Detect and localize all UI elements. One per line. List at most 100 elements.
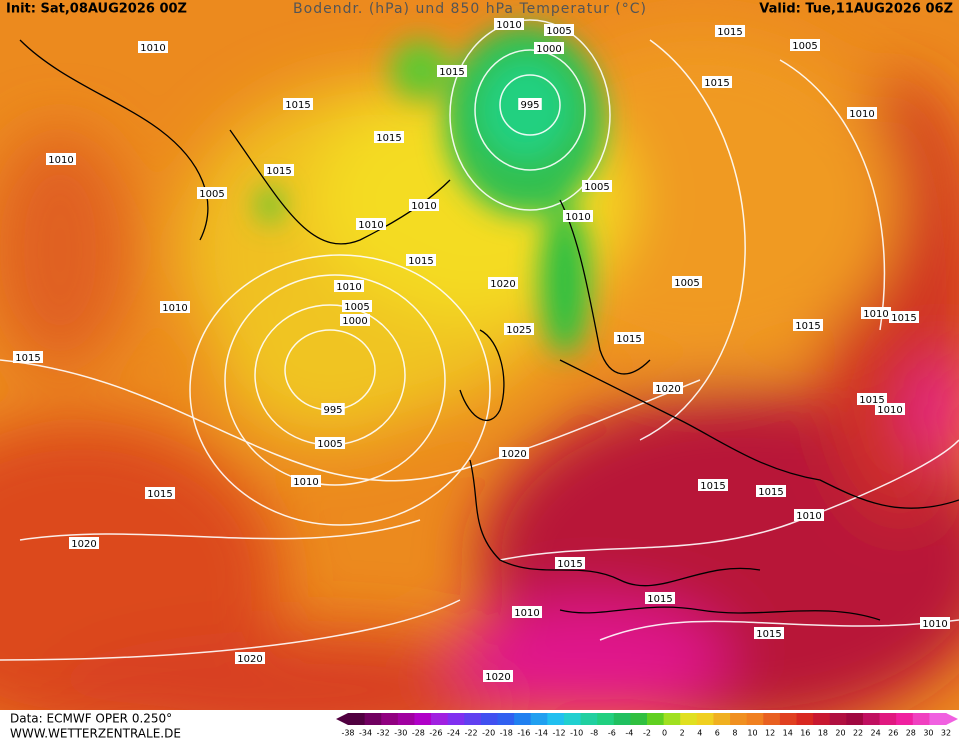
isobar-label: 1015 <box>717 27 742 38</box>
isobar-label: 1005 <box>546 26 571 37</box>
isobar-label-box <box>145 487 175 499</box>
isobar-label: 1015 <box>285 100 310 111</box>
isobar-label-box <box>488 277 518 289</box>
colorbar-label: 10 <box>747 729 757 738</box>
colorbar-label: 16 <box>800 729 810 738</box>
colorbar-swatch <box>381 713 399 725</box>
isobar-label-box <box>291 475 321 487</box>
colorbar-label: 6 <box>715 729 720 738</box>
isobar-label: 1010 <box>358 220 383 231</box>
isobar-label: 995 <box>520 100 539 111</box>
colorbar-swatch <box>929 713 947 725</box>
colorbar-swatch <box>696 713 714 725</box>
isobar-label: 1020 <box>655 384 680 395</box>
isobar-label-box <box>356 218 386 230</box>
isobar-label-box <box>756 485 786 497</box>
colorbar-label: 4 <box>697 729 702 738</box>
isobar-label-box <box>264 164 294 176</box>
isobar-label-box <box>138 41 168 53</box>
colorbar-label: -18 <box>500 729 513 738</box>
colorbar-swatch <box>348 713 366 725</box>
colorbar-label: 20 <box>835 729 845 738</box>
isobar-label-box <box>340 314 370 326</box>
isobar-label-box <box>847 107 877 119</box>
isobar-label: 1010 <box>863 309 888 320</box>
isobar-label: 1015 <box>376 133 401 144</box>
isobar-label-box <box>518 98 542 110</box>
colorbar-swatch <box>431 713 449 725</box>
colorbar-label: 26 <box>888 729 898 738</box>
colorbar-arrow-low <box>336 713 348 725</box>
isobar-label: 1015 <box>700 481 725 492</box>
colorbar-swatch <box>813 713 831 725</box>
colorbar-swatch <box>713 713 731 725</box>
website: WWW.WETTERZENTRALE.DE <box>10 727 181 741</box>
isobar-label-box <box>504 323 534 335</box>
isobar-label-box <box>406 254 436 266</box>
colorbar-label: -2 <box>643 729 651 738</box>
isobar-label: 1005 <box>584 182 609 193</box>
isobar-label-box <box>715 25 745 37</box>
isobar-label: 995 <box>323 405 342 416</box>
colorbar-swatch <box>663 713 681 725</box>
colorbar-label: -26 <box>429 729 442 738</box>
colorbar-swatch <box>563 713 582 725</box>
colorbar-swatch <box>763 713 781 725</box>
isobar-label: 1015 <box>266 166 291 177</box>
colorbar: -38 -34 -32 -30 -28 -26 -24 -22 -20 -18 -16 -14 -12-… <box>336 713 958 738</box>
isobar-label: 1015 <box>795 321 820 332</box>
isobar-label: 1015 <box>557 559 582 570</box>
colorbar-swatch <box>680 713 698 725</box>
colorbar-label: 12 <box>765 729 775 738</box>
isobar-label-box <box>283 98 313 110</box>
isobar-label-box <box>555 557 585 569</box>
isobar-label-box <box>582 180 612 192</box>
colorbar-label: -38 <box>341 729 354 738</box>
colorbar-swatch <box>796 713 814 725</box>
colorbar-swatch <box>547 713 565 725</box>
colorbar-label: -30 <box>394 729 407 738</box>
isobar-label-box <box>702 76 732 88</box>
colorbar-swatch <box>829 713 847 725</box>
isobar-label: 1020 <box>237 654 262 665</box>
isobar-label: 1015 <box>891 313 916 324</box>
colorbar-label: 28 <box>906 729 916 738</box>
isobar-label: 1005 <box>317 439 342 450</box>
colorbar-swatch <box>730 713 748 725</box>
colorbar-swatch <box>912 713 930 725</box>
isobar-label: 1005 <box>792 41 817 52</box>
colorbar-swatch <box>580 713 598 725</box>
valid-time: Valid: Tue,11AUG2026 06Z <box>759 2 953 17</box>
colorbar-swatch <box>746 713 764 725</box>
colorbar-label: -24 <box>447 729 460 738</box>
init-time: Init: Sat,08AUG2026 00Z <box>6 2 187 17</box>
colorbar-label: -28 <box>412 729 425 738</box>
colorbar-swatch <box>613 713 631 725</box>
isobar-label-box <box>409 199 439 211</box>
colorbar-swatch <box>414 713 432 725</box>
isobar-label: 1020 <box>490 279 515 290</box>
isobar-label: 1010 <box>48 155 73 166</box>
isobar-label-box <box>13 351 43 363</box>
colorbar-label: 8 <box>732 729 737 738</box>
colorbar-label: -6 <box>608 729 616 738</box>
colorbar-swatch <box>397 713 415 725</box>
colorbar-label: 18 <box>818 729 828 738</box>
isobar-label: 1010 <box>922 619 947 630</box>
colorbar-label: -8 <box>590 729 598 738</box>
isobar-label: 1015 <box>15 353 40 364</box>
isobar-label-box <box>437 65 467 77</box>
isobar-label-box <box>698 479 728 491</box>
isobar-label-box <box>494 18 524 30</box>
colorbar-label: -34 <box>359 729 372 738</box>
isobar-label-box <box>645 592 675 604</box>
colorbar-label: -22 <box>465 729 478 738</box>
isobar-label: 1005 <box>344 302 369 313</box>
isobar-label: 1015 <box>756 629 781 640</box>
colorbar-swatch <box>879 713 897 725</box>
colorbar-swatch <box>530 713 548 725</box>
colorbar-swatch <box>480 713 498 725</box>
colorbar-label: -32 <box>377 729 390 738</box>
